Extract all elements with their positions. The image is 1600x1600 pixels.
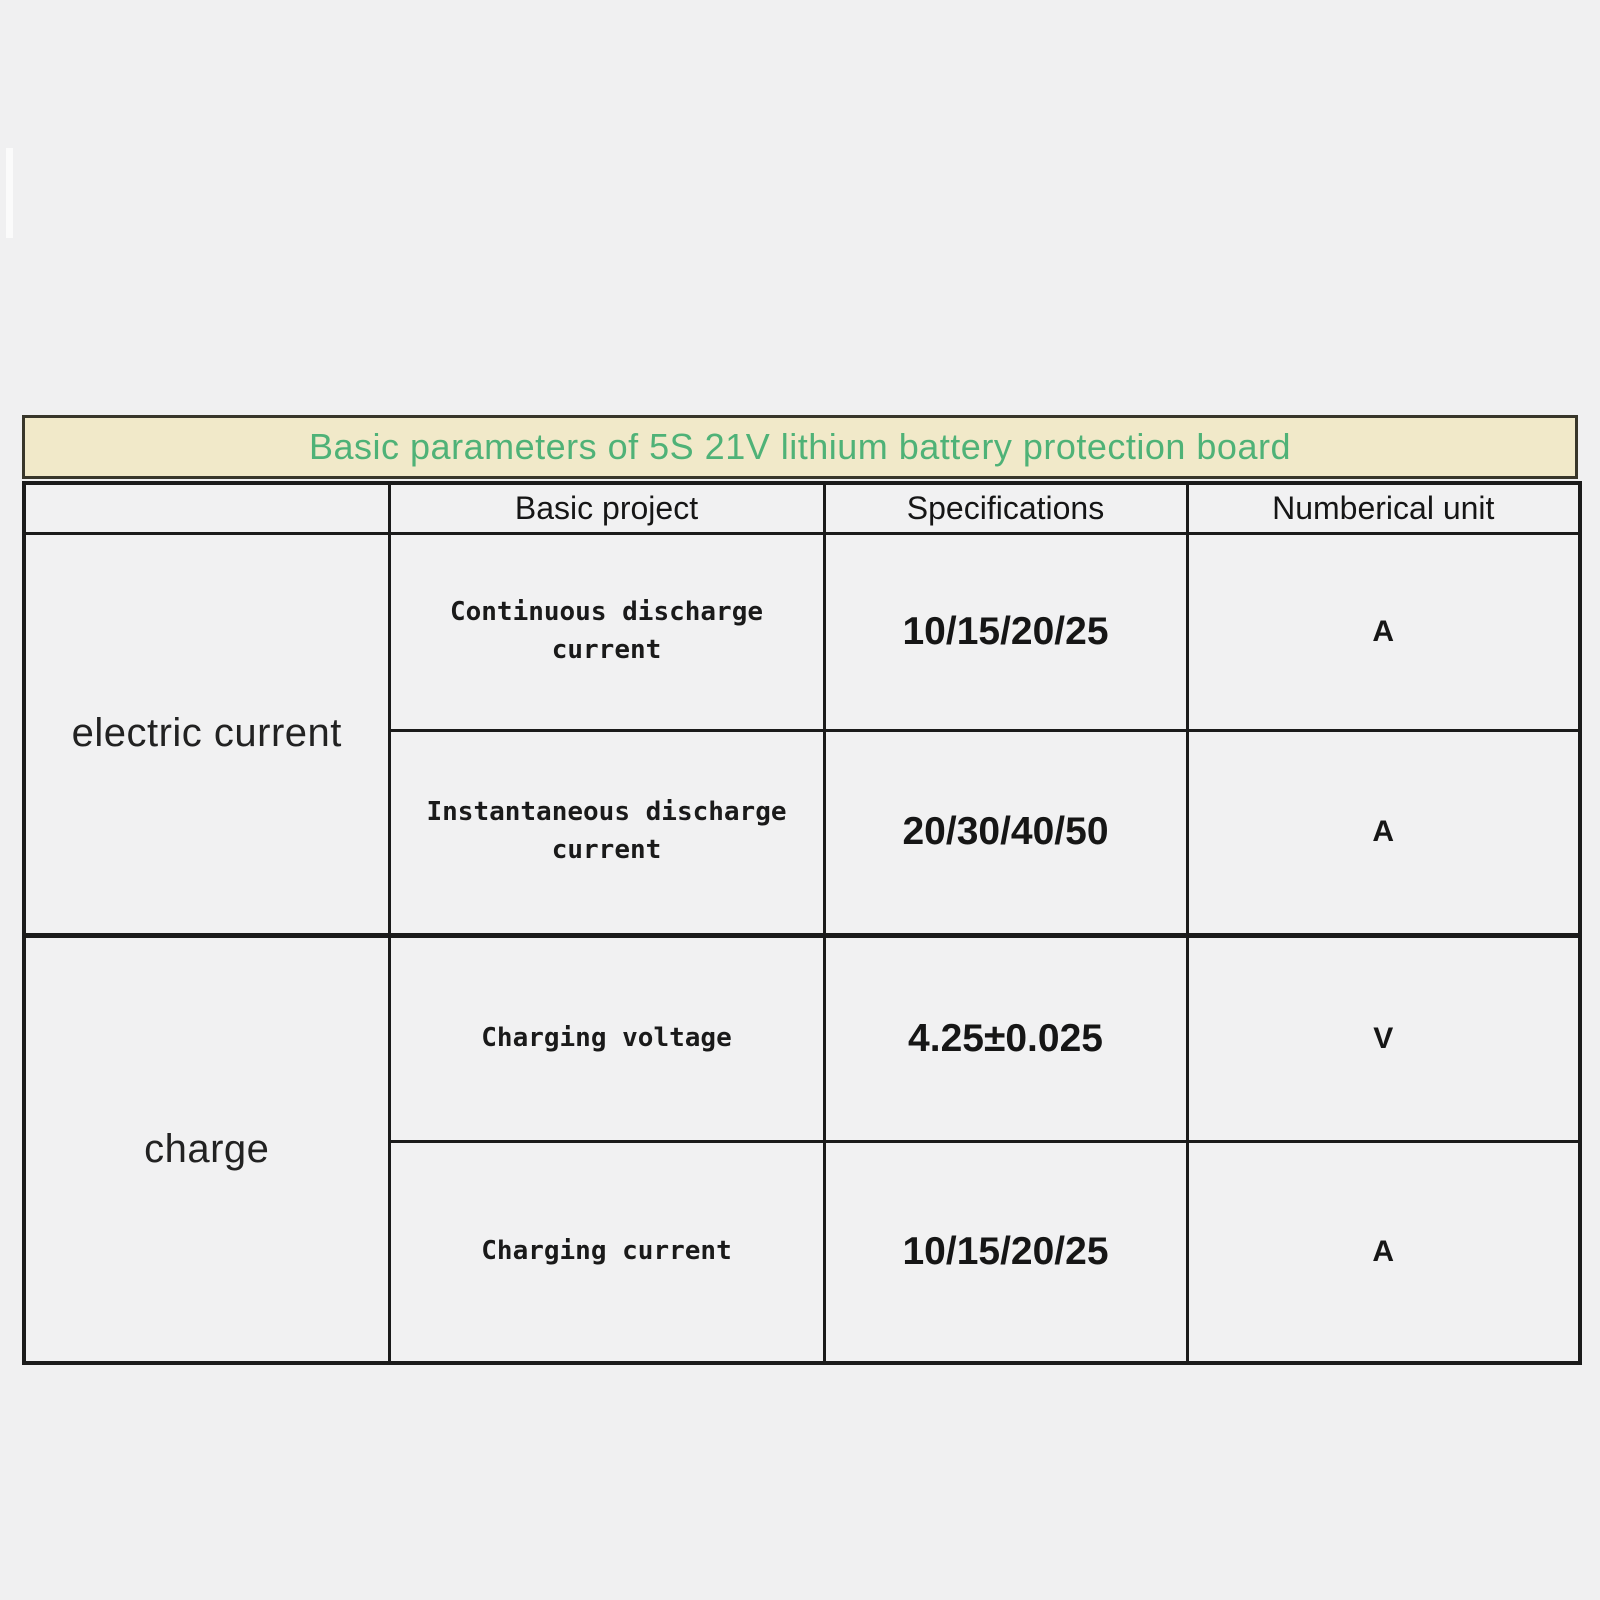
project-continuous-discharge-current: Continuous discharge current — [449, 596, 764, 665]
project-charging-voltage: Charging voltage — [481, 1022, 732, 1053]
parameters-table: Basic project Specifications Numberical … — [22, 481, 1582, 1365]
project-cell: Instantaneous discharge current — [387, 728, 826, 937]
project-cell: Charging current — [387, 1139, 826, 1365]
spec-continuous-discharge-current: 10/15/20/25 — [822, 531, 1189, 732]
row-instantaneous-discharge-current: Instantaneous discharge current 20/30/40… — [24, 728, 1582, 937]
group-label-charge: charge — [22, 932, 391, 1365]
table-title-bar: Basic parameters of 5S 21V lithium batte… — [22, 415, 1578, 479]
unit-charging-current: A — [1185, 1139, 1582, 1365]
spec-instantaneous-discharge-current: 20/30/40/50 — [822, 728, 1189, 937]
spec-charging-current: 10/15/20/25 — [822, 1139, 1189, 1365]
header-specifications: Specifications — [822, 481, 1189, 535]
header-basic-project: Basic project — [387, 481, 826, 535]
project-cell: Charging voltage — [387, 932, 826, 1143]
group-label-electric-current: electric current — [22, 531, 391, 937]
row-charging-current: Charging current 10/15/20/25 A — [24, 1139, 1582, 1365]
header-numerical-unit: Numberical unit — [1185, 481, 1582, 535]
unit-continuous-discharge-current: A — [1185, 531, 1582, 732]
header-row: Basic project Specifications Numberical … — [22, 481, 1582, 535]
unit-charging-voltage: V — [1185, 932, 1582, 1143]
spec-charging-voltage: 4.25±0.025 — [822, 932, 1189, 1143]
scan-artifact-streak — [6, 148, 13, 238]
project-cell: Continuous discharge current — [387, 531, 826, 732]
table-title: Basic parameters of 5S 21V lithium batte… — [309, 426, 1291, 467]
project-instantaneous-discharge-current: Instantaneous discharge current — [426, 797, 787, 865]
row-charging-voltage: charge Charging voltage 4.25±0.025 V — [22, 932, 1582, 1365]
row-continuous-discharge-current: electric current Continuous discharge cu… — [22, 531, 1582, 937]
project-charging-current: Charging current — [481, 1235, 732, 1266]
unit-instantaneous-discharge-current: A — [1185, 728, 1582, 937]
spec-table: Basic parameters of 5S 21V lithium batte… — [22, 415, 1582, 1365]
header-empty-cell — [22, 481, 391, 535]
